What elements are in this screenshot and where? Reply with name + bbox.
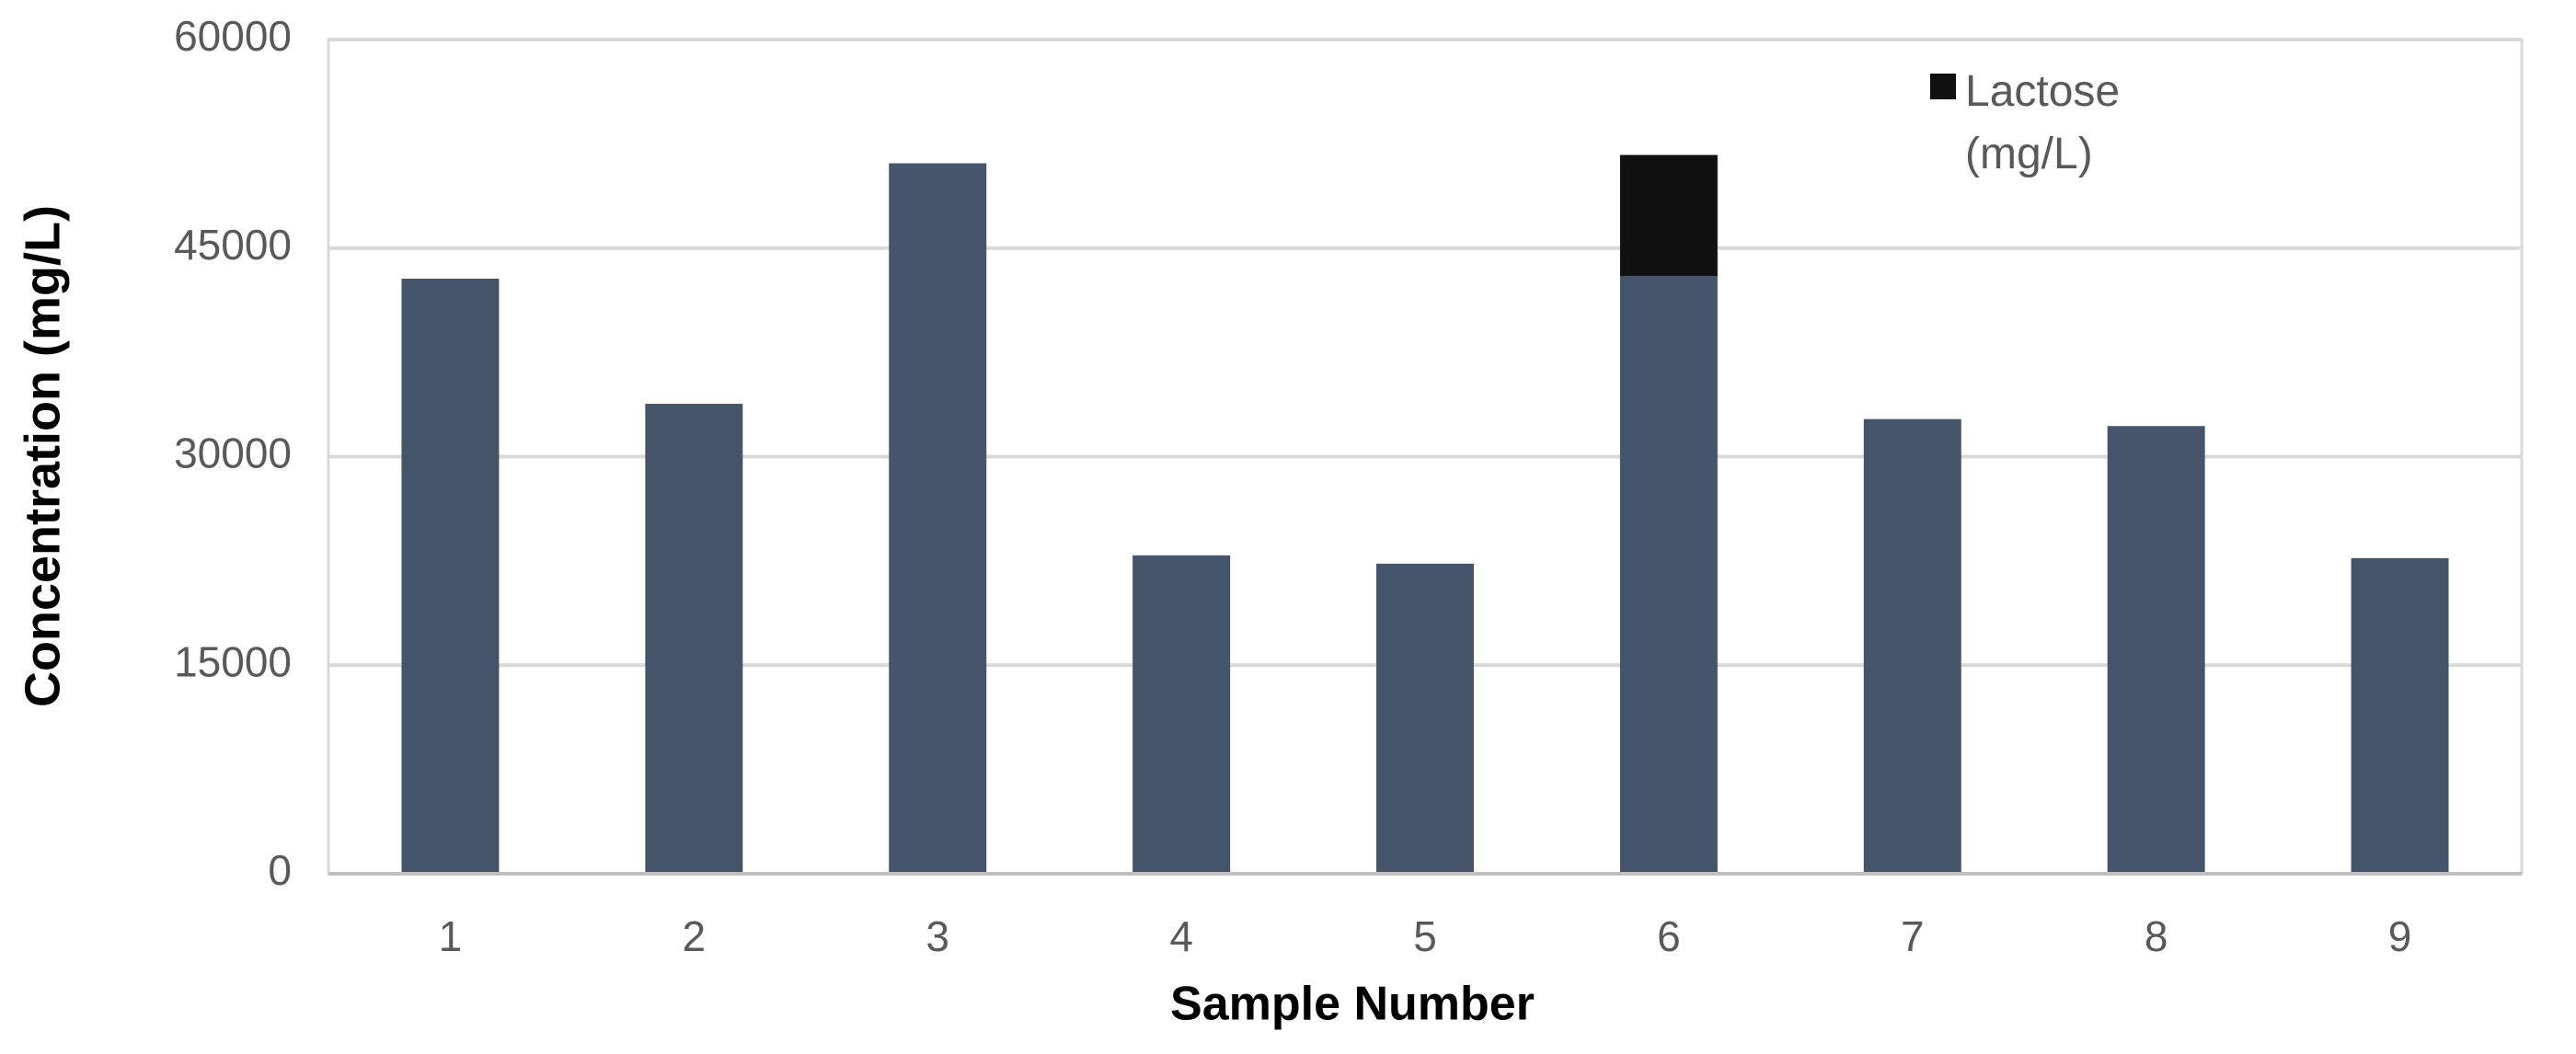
- bar-segment: [1376, 563, 1474, 874]
- legend-swatch: [1930, 74, 1956, 99]
- bar-segment: [2351, 557, 2449, 874]
- x-tick-label: 1: [439, 912, 463, 960]
- y-tick-label: 60000: [174, 12, 292, 60]
- y-tick-label: 15000: [174, 637, 292, 685]
- bar-segment: [1133, 555, 1231, 874]
- legend: Lactose (mg/L): [1930, 61, 2186, 186]
- x-tick-label: 2: [683, 912, 707, 960]
- x-tick-label: 8: [2145, 912, 2168, 960]
- y-tick-label: 45000: [174, 221, 292, 269]
- x-tick-label: 6: [1657, 912, 1681, 960]
- x-tick-label: 5: [1413, 912, 1437, 960]
- legend-label: Lactose (mg/L): [1965, 67, 2121, 178]
- bar-segment: [1863, 418, 1961, 874]
- y-axis-title: Concentration (mg/L): [15, 205, 70, 707]
- bar-segment: [2107, 426, 2205, 874]
- x-tick-label: 7: [1901, 912, 1925, 960]
- bar-segment: [1619, 155, 1718, 276]
- bar-segment: [1619, 275, 1718, 874]
- bar-segment: [401, 279, 500, 874]
- x-tick-label: 3: [926, 912, 949, 960]
- bar-segment: [645, 404, 743, 874]
- y-tick-label: 30000: [174, 430, 292, 477]
- bar-segment: [889, 163, 987, 874]
- x-tick-label: 9: [2388, 912, 2412, 960]
- y-tick-label: 0: [268, 846, 292, 894]
- x-tick-label: 4: [1169, 912, 1193, 960]
- x-axis-title: Sample Number: [1170, 978, 1535, 1031]
